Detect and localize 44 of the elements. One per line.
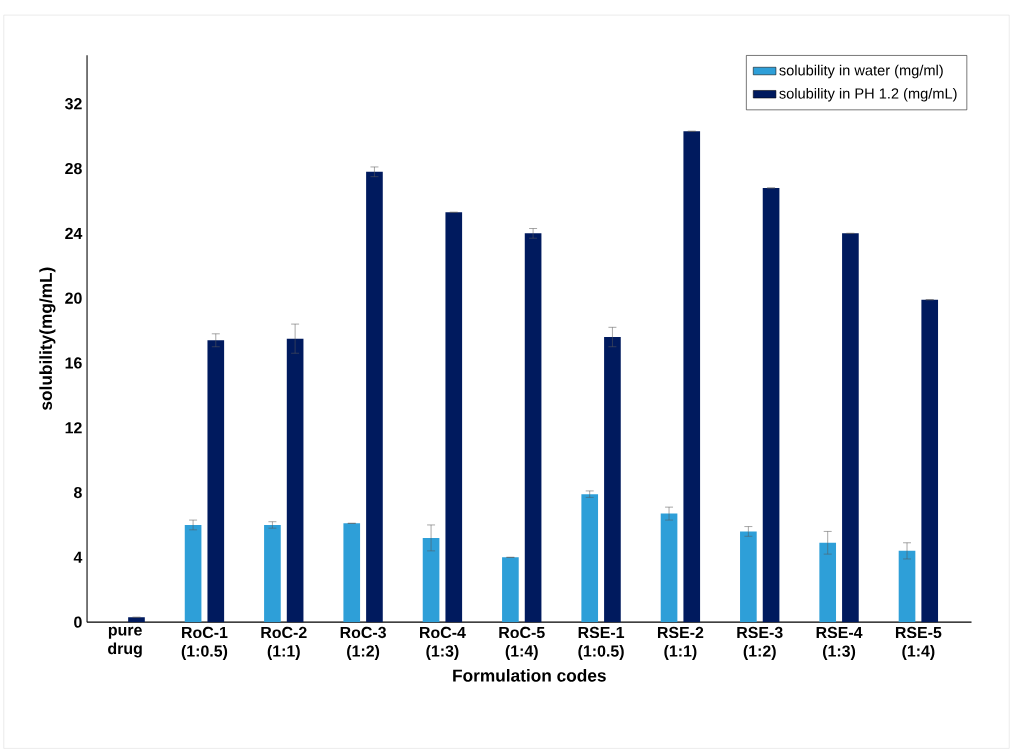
x-axis-title: Formulation codes: [453, 668, 606, 682]
bar: [581, 494, 599, 623]
x-tick-label: RoC-5 (1:4): [499, 626, 545, 660]
bar: [604, 336, 621, 623]
bar: [683, 131, 701, 623]
bar: [502, 557, 519, 623]
bar: [898, 550, 916, 623]
y-tick-label: 12: [65, 422, 82, 434]
x-tick-label: pure drug: [108, 626, 142, 658]
x-tick-label: RoC-4 (1:3): [420, 626, 466, 660]
y-axis-title: solubility(mg/mL): [39, 267, 56, 410]
y-tick-label: 20: [65, 292, 82, 304]
y-tick-label: 16: [65, 357, 82, 369]
x-tick-label: RSE-1 (1:0.5): [578, 626, 625, 660]
bar: [921, 299, 939, 623]
y-tick-label: 4: [73, 551, 83, 563]
x-tick-label: RoC-3 (1:2): [340, 626, 386, 660]
bar: [660, 513, 678, 623]
bar: [207, 340, 225, 623]
bar: [842, 233, 859, 623]
x-tick-label: RSE-3 (1:2): [737, 626, 783, 660]
legend-label: solubility in PH 1.2 (mg/mL): [779, 87, 957, 102]
bar: [422, 537, 440, 623]
bar: [524, 233, 542, 623]
bar: [445, 212, 463, 623]
bar: [264, 524, 281, 623]
bar: [762, 187, 780, 623]
y-tick-label: 32: [64, 98, 82, 110]
x-tick-label: RoC-2 (1:1): [261, 626, 307, 660]
y-tick-label: 28: [65, 162, 82, 175]
x-tick-label: RSE-2 (1:1): [657, 626, 704, 660]
y-tick-label: 0: [74, 616, 82, 628]
x-tick-label: RSE-5 (1:4): [895, 626, 942, 660]
bar: [819, 542, 837, 623]
bar: [286, 338, 304, 623]
y-tick-label: 8: [73, 486, 82, 499]
bar: [343, 523, 361, 623]
y-tick-label: 24: [65, 227, 83, 239]
legend-label: solubility in water (mg/ml): [779, 64, 943, 79]
x-tick-label: RSE-4 (1:3): [816, 626, 863, 660]
bar: [740, 531, 757, 623]
bar: [366, 171, 383, 623]
bar: [184, 524, 202, 623]
x-tick-label: RoC-1 (1:0.5): [181, 626, 228, 660]
